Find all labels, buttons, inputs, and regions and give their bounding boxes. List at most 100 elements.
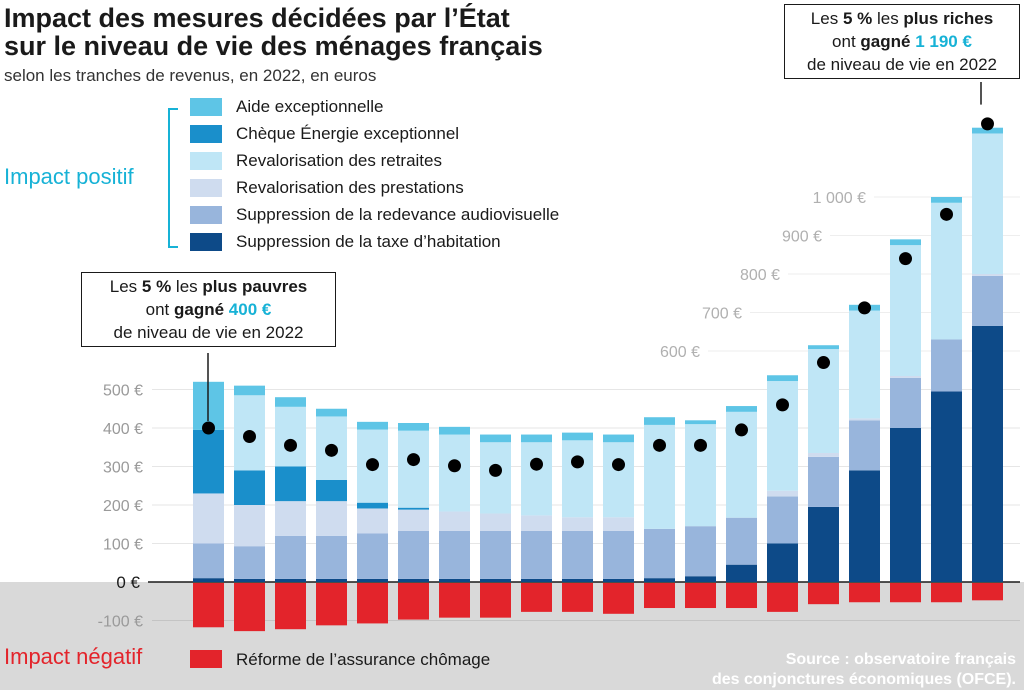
bar-segment [849,310,880,419]
zero-tick-label: 0 € [116,573,140,592]
bar-segment [234,546,265,579]
net-point [448,459,461,473]
text: Les [810,9,843,28]
bar-segment [357,533,388,579]
y-tick-label: -100 € [98,614,143,631]
bar-segment [685,420,716,425]
chart-subtitle: selon les tranches de revenus, en 2022, … [4,66,377,85]
positive-bracket [168,108,178,248]
bar-negative [808,583,839,605]
bar-segment [767,381,798,491]
chart-title: Impact des mesures décidées par l’État s… [4,4,543,60]
bar-negative [931,583,962,603]
y-tick-label: 500 € [103,383,143,400]
bar-segment [644,578,675,582]
text: Les [109,277,142,296]
bar-segment [603,578,634,582]
bar-segment [890,428,921,582]
bar-negative [644,583,675,609]
bar-segment [931,202,962,340]
bar-segment [275,535,306,579]
bar-segment [521,530,552,579]
bar-segment [398,430,429,508]
legend-label: Aide exceptionnelle [236,97,384,116]
y-axis-ticks: 500 € 400 € 300 € 200 € 100 € -100 € 0 € 600 € 7… [98,190,866,631]
net-point [858,301,871,315]
callout-richest: Les 5 % les plus riches ont gagné 1 190 … [784,4,1020,79]
source-line-2: des conjonctures économiques (OFCE). [711,671,1016,688]
bar-segment [767,496,798,544]
text-bold: 5 % [842,9,873,28]
bar-segment [808,345,839,350]
legend-swatch [190,206,222,224]
y-tick-label: 800 € [740,267,780,284]
bar-segment [398,509,429,531]
net-point [202,421,215,435]
net-point [407,453,420,467]
bar-segment [357,578,388,582]
bars [193,127,1003,632]
bar-negative [890,583,921,603]
net-points [202,82,994,477]
bar-segment [398,578,429,582]
text-bold: 5 % [141,277,172,296]
net-point [735,423,748,437]
bar-negative [849,583,880,603]
bar-segment [931,197,962,203]
bar-negative [398,583,429,620]
callout-value: 400 € [228,300,272,319]
bar-segment [398,422,429,431]
bar-segment [890,245,921,377]
bar-segment [644,528,675,579]
text-bold: plus pauvres [202,277,308,296]
legend-label: Revalorisation des retraites [236,151,442,170]
bar-segment [234,385,265,396]
bar-segment [726,517,757,565]
bar-segment [193,543,224,579]
bar-segment [562,517,593,531]
bar-segment [562,530,593,579]
bar-segment [726,564,757,582]
bar-segment [890,239,921,246]
bar-segment [521,578,552,582]
bar-negative [521,583,552,612]
bar-segment [439,530,470,579]
bar-segment [357,508,388,534]
bar-segment [480,442,511,514]
bar-segment [685,576,716,582]
bar-segment [849,418,880,421]
text: ont [145,300,174,319]
bar-negative [316,583,347,626]
title-line-1: Impact des mesures décidées par l’État [4,3,510,33]
net-point [776,398,789,412]
bar-segment [603,530,634,579]
net-point [243,429,256,443]
bar-negative [726,583,757,609]
bar-negative [193,583,224,628]
bar-segment [439,578,470,582]
bar-segment [603,442,634,518]
bar-segment [644,417,675,425]
text-bold: plus riches [903,9,994,28]
bar-segment [726,406,757,412]
bar-segment [480,530,511,579]
y-tick-label: 900 € [782,229,822,246]
bar-segment [439,434,470,512]
bar-segment [972,275,1003,326]
net-point [489,463,502,477]
net-point [981,117,994,131]
bar-negative [767,583,798,612]
bar-segment [316,578,347,582]
legend-swatch [190,152,222,170]
callout-line: Les 5 % les plus riches [795,7,1009,30]
bar-segment [398,507,429,510]
bar-segment [931,391,962,582]
bar-segment [439,426,470,435]
net-point [653,438,666,452]
callout-poorest: Les 5 % les plus pauvres ont gagné 400 €… [81,272,336,347]
legend-swatch [190,125,222,143]
net-point [817,356,830,370]
bar-segment [931,339,962,392]
legend-label-negative: Réforme de l’assurance chômage [236,650,491,669]
callout-line: ont gagné 1 190 € [795,30,1009,53]
